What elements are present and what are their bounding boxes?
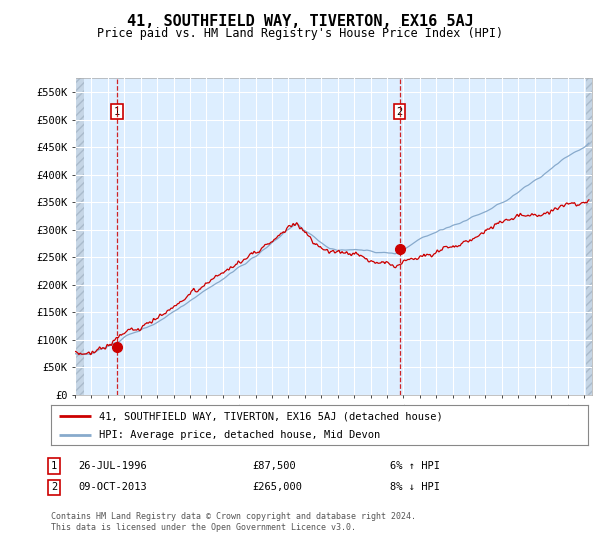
Text: Contains HM Land Registry data © Crown copyright and database right 2024.
This d: Contains HM Land Registry data © Crown c… — [51, 512, 416, 532]
Text: 2: 2 — [397, 106, 403, 116]
Text: HPI: Average price, detached house, Mid Devon: HPI: Average price, detached house, Mid … — [100, 430, 380, 440]
Bar — [75, 78, 84, 395]
Text: 8% ↓ HPI: 8% ↓ HPI — [390, 482, 440, 492]
Text: £87,500: £87,500 — [252, 461, 296, 471]
Text: 26-JUL-1996: 26-JUL-1996 — [78, 461, 147, 471]
Text: 09-OCT-2013: 09-OCT-2013 — [78, 482, 147, 492]
Text: 6% ↑ HPI: 6% ↑ HPI — [390, 461, 440, 471]
Text: 41, SOUTHFIELD WAY, TIVERTON, EX16 5AJ (detached house): 41, SOUTHFIELD WAY, TIVERTON, EX16 5AJ (… — [100, 411, 443, 421]
Bar — [586, 78, 592, 395]
Text: £265,000: £265,000 — [252, 482, 302, 492]
Text: 2: 2 — [51, 482, 57, 492]
Text: Price paid vs. HM Land Registry's House Price Index (HPI): Price paid vs. HM Land Registry's House … — [97, 27, 503, 40]
Text: 1: 1 — [114, 106, 121, 116]
Text: 1: 1 — [51, 461, 57, 471]
Text: 41, SOUTHFIELD WAY, TIVERTON, EX16 5AJ: 41, SOUTHFIELD WAY, TIVERTON, EX16 5AJ — [127, 14, 473, 29]
